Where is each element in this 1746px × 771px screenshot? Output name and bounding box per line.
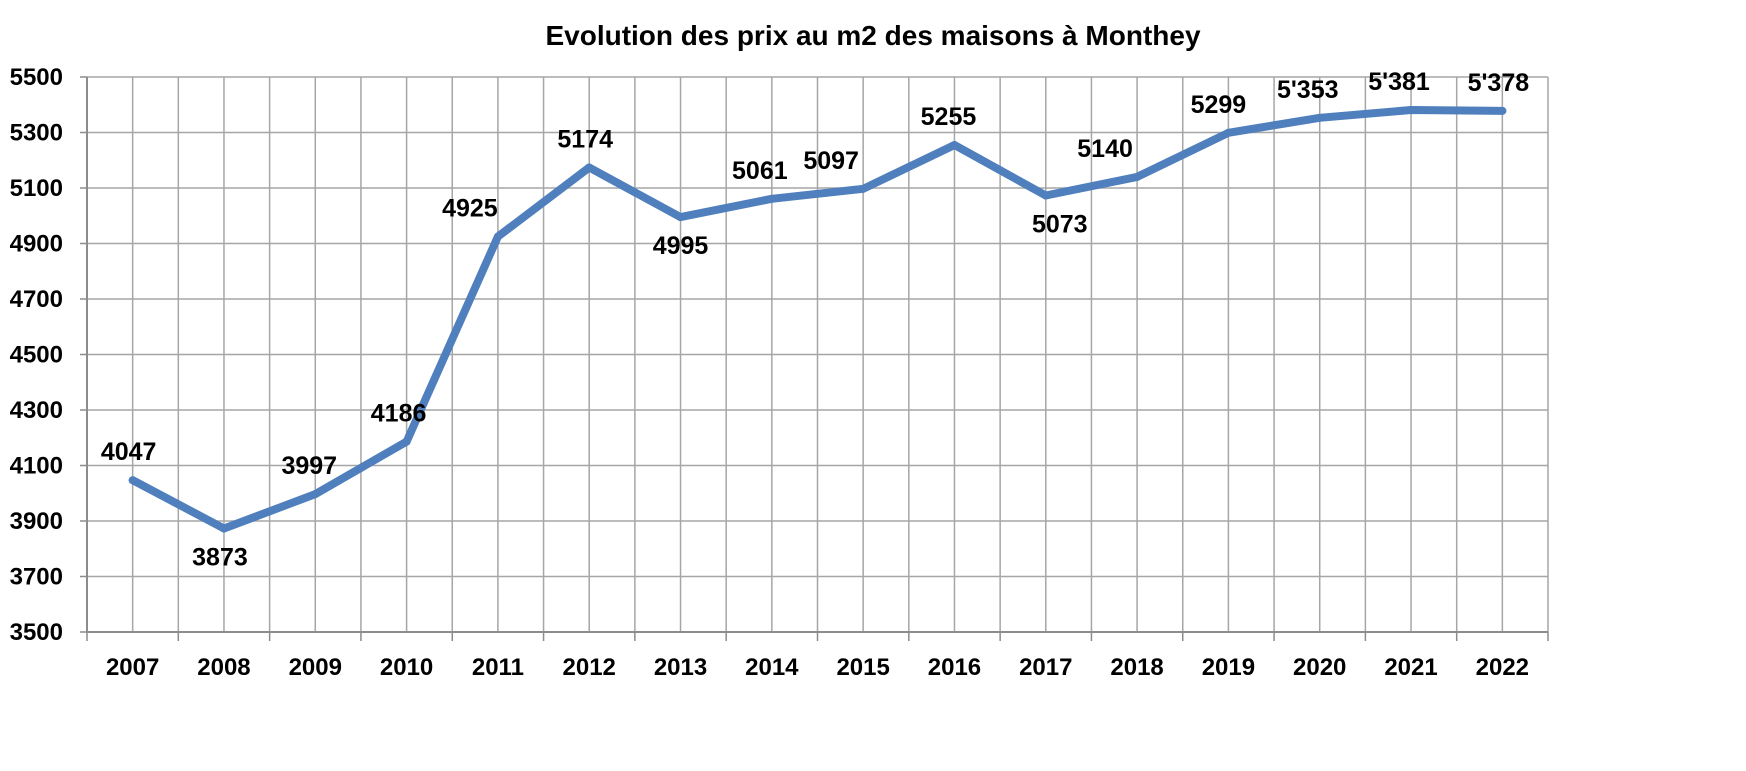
y-tick-label: 4900 — [10, 231, 63, 258]
x-tick-label: 2010 — [380, 654, 433, 681]
data-point — [1498, 106, 1507, 115]
y-tick-label: 5500 — [10, 64, 63, 91]
data-point — [493, 232, 502, 241]
y-tick-label: 4100 — [10, 453, 63, 480]
data-point — [311, 490, 320, 499]
y-tick-label: 5300 — [10, 120, 63, 147]
y-tick-label: 3500 — [10, 619, 63, 646]
data-label: 5'381 — [1368, 68, 1430, 96]
data-label: 5061 — [732, 157, 788, 185]
x-tick-label: 2011 — [472, 654, 524, 681]
series-line — [128, 106, 1507, 533]
data-label: 5073 — [1032, 210, 1088, 238]
data-label: 5255 — [921, 103, 977, 131]
x-tick-label: 2016 — [928, 654, 981, 681]
x-tick-label: 2008 — [197, 654, 250, 681]
x-tick-label: 2012 — [563, 654, 616, 681]
x-tick-label: 2019 — [1202, 654, 1255, 681]
x-tick-label: 2022 — [1476, 654, 1529, 681]
series-layer — [128, 106, 1507, 533]
data-point — [128, 476, 137, 485]
data-point — [1133, 172, 1142, 181]
data-label: 4186 — [371, 400, 427, 428]
data-point — [859, 184, 868, 193]
y-tick-label: 4300 — [10, 397, 63, 424]
y-tick-label: 4500 — [10, 342, 63, 369]
data-point — [402, 437, 411, 446]
x-tick-label: 2021 — [1384, 654, 1437, 681]
axis-layer — [80, 76, 1549, 641]
data-point — [1041, 191, 1050, 200]
data-point — [1315, 113, 1324, 122]
data-label: 4047 — [101, 438, 157, 466]
data-label: 5174 — [557, 125, 613, 153]
data-label: 4995 — [653, 232, 709, 260]
y-tick-label: 5100 — [10, 175, 63, 202]
data-label: 5097 — [803, 147, 859, 175]
x-tick-label: 2009 — [289, 654, 342, 681]
data-point — [767, 194, 776, 203]
data-label: 4925 — [442, 195, 498, 223]
x-tick-label: 2013 — [654, 654, 707, 681]
data-point — [1224, 128, 1233, 137]
x-tick-label: 2015 — [836, 654, 889, 681]
x-tick-label: 2020 — [1293, 654, 1346, 681]
data-label: 5'378 — [1468, 69, 1530, 97]
y-tick-label: 3900 — [10, 508, 63, 535]
data-label: 5140 — [1077, 135, 1133, 163]
data-labels: 4047 3873 3997 4186 4925 5174 4995 5061 5097 5255… — [101, 68, 1529, 571]
y-axis-tick-labels: 3500 3700 3900 4100 4300 4500 4700 4900 5100 5300… — [10, 64, 63, 646]
x-tick-label: 2007 — [106, 654, 159, 681]
x-tick-label: 2017 — [1019, 654, 1072, 681]
data-label: 5299 — [1191, 91, 1247, 119]
chart-title: Evolution des prix au m2 des maisons à M… — [545, 20, 1200, 51]
x-axis-tick-labels: 2007 2008 2009 2010 2011 2012 2013 2014 2015 2016… — [106, 654, 1529, 681]
x-tick-label: 2014 — [745, 654, 799, 681]
data-label: 3997 — [281, 452, 337, 480]
data-label: 5'353 — [1277, 76, 1339, 104]
data-point — [950, 140, 959, 149]
x-tick-label: 2018 — [1110, 654, 1163, 681]
data-label: 3873 — [192, 543, 248, 571]
data-point — [1407, 106, 1416, 115]
data-point — [219, 524, 228, 533]
data-point — [676, 213, 685, 222]
grid-layer — [87, 76, 1549, 633]
y-tick-label: 4700 — [10, 286, 63, 313]
y-tick-label: 3700 — [10, 564, 63, 591]
data-point — [585, 163, 594, 172]
